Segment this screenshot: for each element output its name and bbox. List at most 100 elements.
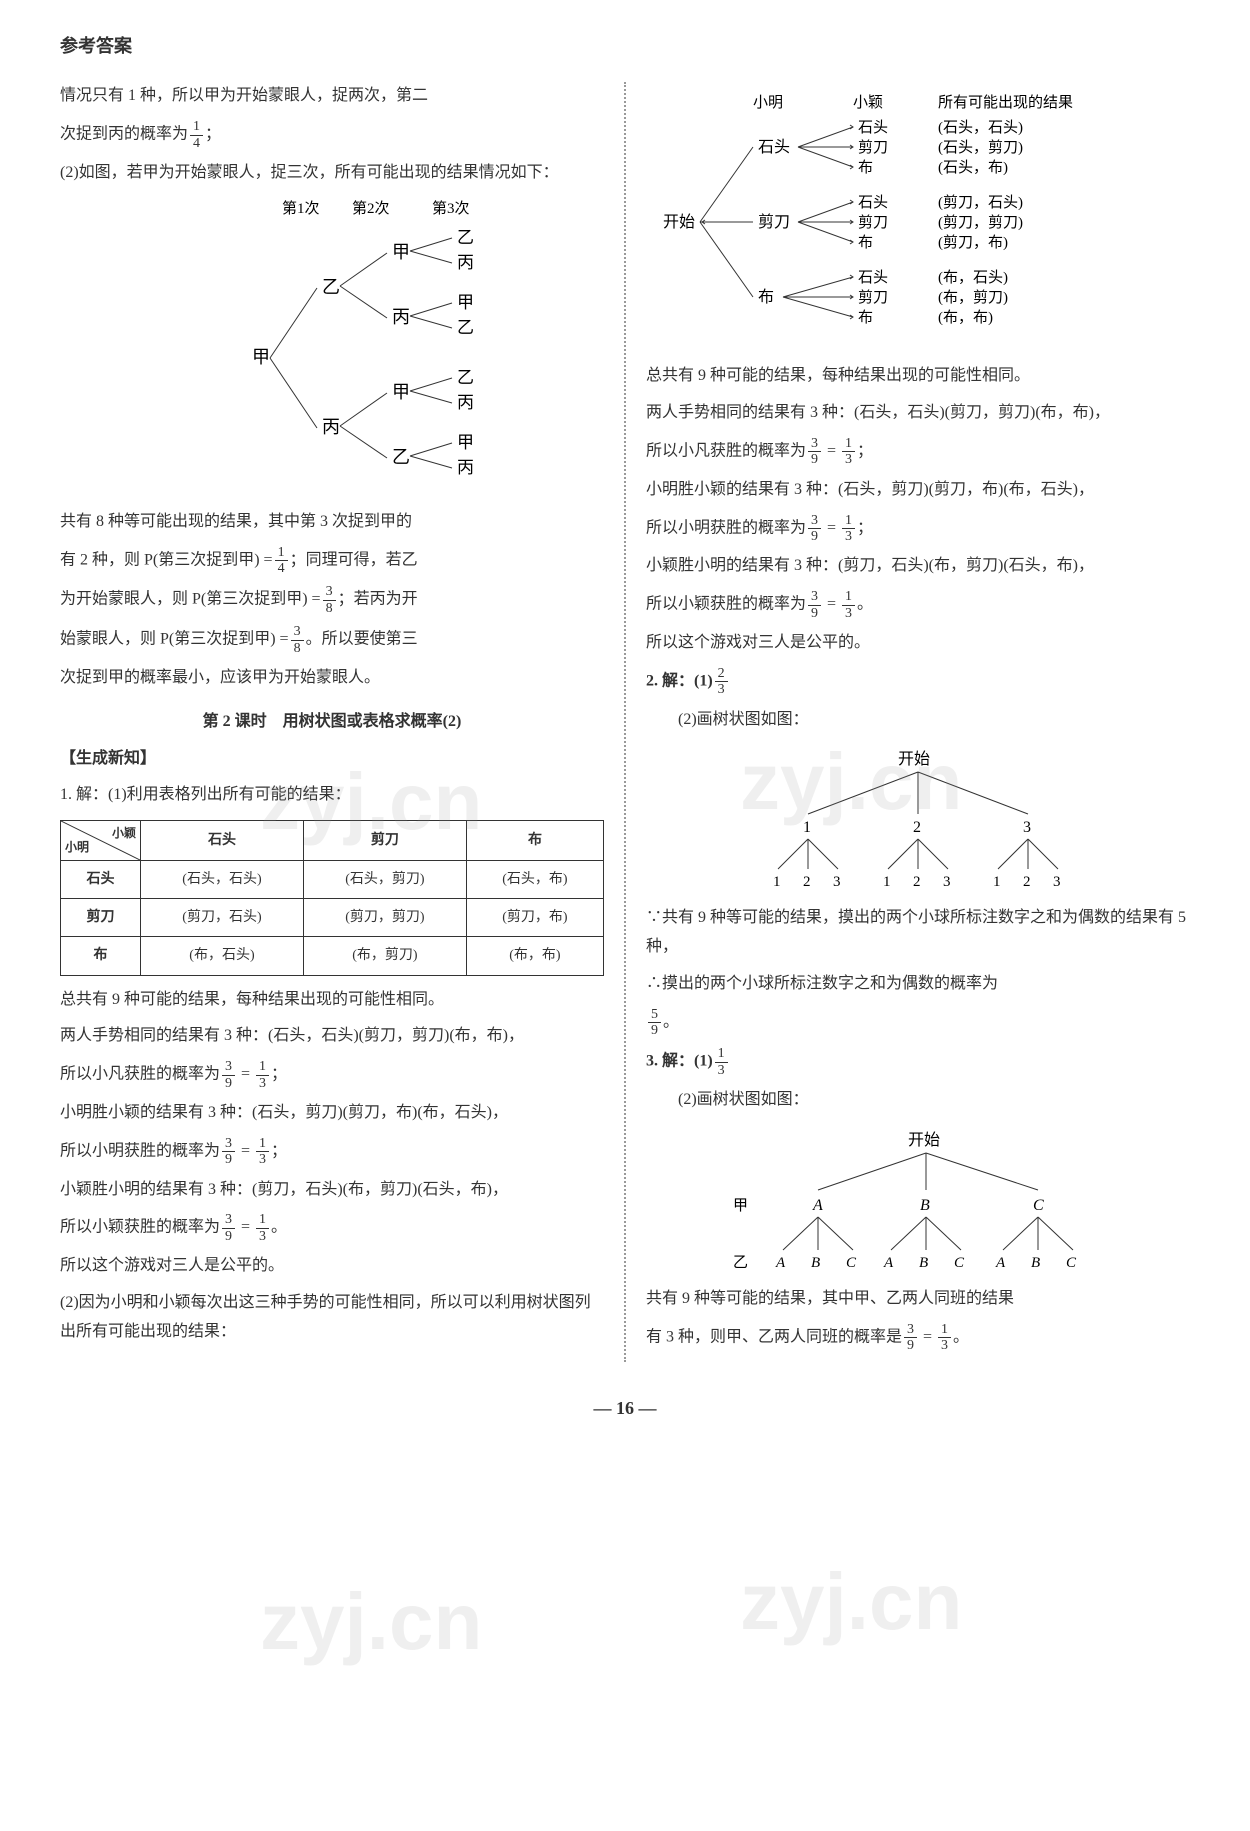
text: 小明胜小颖的结果有 3 种：(石头，剪刀)(剪刀，布)(布，石头)， bbox=[60, 1099, 604, 1128]
text: 始蒙眼人，则 P(第三次捉到甲) =38。所以要使第三 bbox=[60, 624, 604, 656]
svg-text:布: 布 bbox=[858, 234, 873, 251]
text: ∴摸出的两个小球所标注数字之和为偶数的概率为 bbox=[646, 970, 1190, 999]
svg-text:第2次: 第2次 bbox=[352, 199, 390, 217]
section-title: 第 2 课时 用树状图或表格求概率(2) bbox=[60, 708, 604, 737]
svg-text:乙: 乙 bbox=[392, 447, 410, 467]
svg-text:甲: 甲 bbox=[457, 293, 474, 312]
svg-text:1: 1 bbox=[993, 874, 1001, 890]
svg-text:甲: 甲 bbox=[392, 382, 410, 402]
svg-text:石头: 石头 bbox=[758, 138, 790, 156]
svg-text:B: B bbox=[919, 1255, 928, 1271]
svg-text:(剪刀，剪刀): (剪刀，剪刀) bbox=[938, 214, 1023, 231]
text: 情况只有 1 种，所以甲为开始蒙眼人，捉两次，第二 bbox=[60, 82, 604, 111]
svg-text:3: 3 bbox=[943, 874, 951, 890]
svg-text:开始: 开始 bbox=[908, 1131, 940, 1149]
page-header: 参考答案 bbox=[60, 30, 1190, 62]
svg-text:乙: 乙 bbox=[322, 277, 340, 297]
svg-text:2: 2 bbox=[913, 874, 921, 890]
svg-text:丙: 丙 bbox=[322, 417, 340, 437]
svg-text:丙: 丙 bbox=[457, 458, 474, 477]
text: 总共有 9 种可能的结果，每种结果出现的可能性相同。 bbox=[60, 986, 604, 1015]
svg-text:甲: 甲 bbox=[733, 1198, 748, 1214]
text: 所以小明获胜的概率为39 = 13； bbox=[646, 513, 1190, 545]
svg-text:小颖: 小颖 bbox=[853, 94, 883, 111]
right-column: 小明 小颖 所有可能出现的结果 开始 石头 剪刀 布 石头 剪刀 布 bbox=[646, 82, 1190, 1361]
svg-text:(剪刀，石头): (剪刀，石头) bbox=[938, 194, 1023, 211]
text: 两人手势相同的结果有 3 种：(石头，石头)(剪刀，剪刀)(布，布)， bbox=[646, 399, 1190, 428]
svg-text:(石头，石头): (石头，石头) bbox=[938, 119, 1023, 136]
svg-text:(剪刀，布): (剪刀，布) bbox=[938, 234, 1008, 251]
text: 所以小凡获胜的概率为39 = 13； bbox=[646, 436, 1190, 468]
page-number: — 16 — bbox=[60, 1392, 1190, 1424]
text: 3. 解：(1)13 bbox=[646, 1046, 1190, 1078]
column-divider bbox=[624, 82, 626, 1361]
text: 次捉到甲的概率最小，应该甲为开始蒙眼人。 bbox=[60, 664, 604, 693]
svg-text:C: C bbox=[954, 1255, 965, 1271]
text: (2)画树状图如图： bbox=[646, 1086, 1190, 1115]
watermark: zyj.cn bbox=[740, 1530, 962, 1674]
watermark: zyj.cn bbox=[260, 1550, 482, 1694]
svg-text:甲: 甲 bbox=[457, 433, 474, 452]
probability-table: 小颖 小明 石头 剪刀 布 石头 (石头，石头) (石头，剪刀) (石头，布) … bbox=[60, 820, 604, 976]
table-row: 剪刀 (剪刀，石头) (剪刀，剪刀) (剪刀，布) bbox=[61, 899, 604, 937]
svg-text:1: 1 bbox=[773, 874, 781, 890]
svg-text:C: C bbox=[846, 1255, 857, 1271]
svg-text:3: 3 bbox=[833, 874, 841, 890]
svg-text:小明: 小明 bbox=[753, 94, 783, 111]
text: 小颖胜小明的结果有 3 种：(剪刀，石头)(布，剪刀)(石头，布)， bbox=[60, 1176, 604, 1205]
svg-text:A: A bbox=[995, 1255, 1006, 1271]
svg-text:2: 2 bbox=[803, 874, 811, 890]
svg-text:布: 布 bbox=[858, 309, 873, 326]
svg-text:石头: 石头 bbox=[858, 269, 888, 286]
tree-diagram-2: 小明 小颖 所有可能出现的结果 开始 石头 剪刀 布 石头 剪刀 布 bbox=[658, 92, 1178, 352]
svg-text:所有可能出现的结果: 所有可能出现的结果 bbox=[938, 94, 1073, 111]
svg-text:A: A bbox=[883, 1255, 894, 1271]
table-header: 剪刀 bbox=[303, 821, 466, 861]
text: 两人手势相同的结果有 3 种：(石头，石头)(剪刀，剪刀)(布，布)， bbox=[60, 1022, 604, 1051]
svg-text:(石头，布): (石头，布) bbox=[938, 159, 1008, 176]
svg-text:布: 布 bbox=[858, 159, 873, 176]
svg-text:A: A bbox=[775, 1255, 786, 1271]
text: 共有 9 种等可能的结果，其中甲、乙两人同班的结果 bbox=[646, 1285, 1190, 1314]
svg-text:开始: 开始 bbox=[898, 750, 930, 768]
svg-text:C: C bbox=[1066, 1255, 1077, 1271]
svg-text:丙: 丙 bbox=[457, 393, 474, 412]
svg-text:剪刀: 剪刀 bbox=[858, 289, 888, 306]
text: ∵共有 9 种等可能的结果，摸出的两个小球所标注数字之和为偶数的结果有 5 种， bbox=[646, 904, 1190, 962]
svg-text:第1次: 第1次 bbox=[282, 199, 320, 217]
text: 所以小明获胜的概率为39 = 13； bbox=[60, 1136, 604, 1168]
text: 2. 解：(1)23 bbox=[646, 666, 1190, 698]
svg-text:2: 2 bbox=[1023, 874, 1031, 890]
svg-text:丙: 丙 bbox=[392, 307, 410, 327]
svg-text:A: A bbox=[812, 1197, 823, 1214]
text: 总共有 9 种可能的结果，每种结果出现的可能性相同。 bbox=[646, 362, 1190, 391]
text: 次捉到丙的概率为14； bbox=[60, 119, 604, 151]
text: (2)画树状图如图： bbox=[646, 706, 1190, 735]
svg-text:C: C bbox=[1033, 1197, 1044, 1214]
text: 所以这个游戏对三人是公平的。 bbox=[646, 629, 1190, 658]
svg-text:1: 1 bbox=[803, 819, 811, 836]
svg-text:(布，剪刀): (布，剪刀) bbox=[938, 289, 1008, 306]
text: 有 3 种，则甲、乙两人同班的概率是39 = 13。 bbox=[646, 1322, 1190, 1354]
text: 所以小颖获胜的概率为39 = 13。 bbox=[60, 1212, 604, 1244]
tree-diagram-3: 开始 1 2 3 1 2 3 1 2 3 bbox=[718, 744, 1118, 894]
svg-text:3: 3 bbox=[1023, 819, 1031, 836]
svg-text:第3次: 第3次 bbox=[432, 199, 470, 217]
text: 所以小凡获胜的概率为39 = 13； bbox=[60, 1059, 604, 1091]
svg-text:乙: 乙 bbox=[457, 318, 474, 337]
svg-text:甲: 甲 bbox=[392, 242, 410, 262]
svg-text:B: B bbox=[811, 1255, 820, 1271]
svg-text:剪刀: 剪刀 bbox=[858, 139, 888, 156]
left-column: 情况只有 1 种，所以甲为开始蒙眼人，捉两次，第二 次捉到丙的概率为14； (2… bbox=[60, 82, 604, 1361]
svg-text:剪刀: 剪刀 bbox=[858, 214, 888, 231]
svg-text:乙: 乙 bbox=[457, 368, 474, 387]
text: 59。 bbox=[646, 1007, 1190, 1039]
text: 有 2 种，则 P(第三次捉到甲) =14；同理可得，若乙 bbox=[60, 545, 604, 577]
table-row: 石头 (石头，石头) (石头，剪刀) (石头，布) bbox=[61, 861, 604, 899]
text: 小颖胜小明的结果有 3 种：(剪刀，石头)(布，剪刀)(石头，布)， bbox=[646, 552, 1190, 581]
svg-text:3: 3 bbox=[1053, 874, 1061, 890]
svg-text:剪刀: 剪刀 bbox=[758, 213, 790, 231]
text: 所以小颖获胜的概率为39 = 13。 bbox=[646, 589, 1190, 621]
text: 小明胜小颖的结果有 3 种：(石头，剪刀)(剪刀，布)(布，石头)， bbox=[646, 476, 1190, 505]
svg-text:布: 布 bbox=[758, 288, 774, 306]
